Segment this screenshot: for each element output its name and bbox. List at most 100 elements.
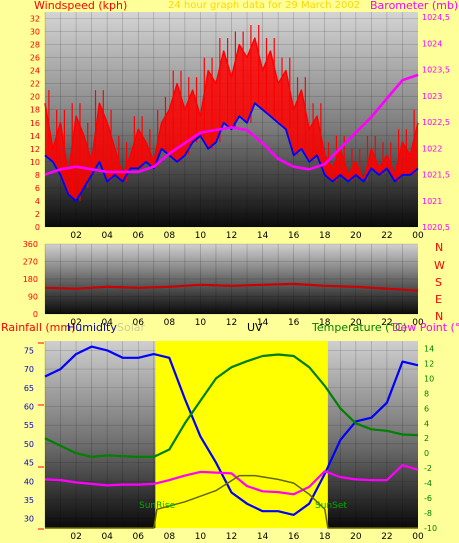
temp-y-tick: 4: [424, 419, 429, 428]
wind-y-tick: 12: [30, 145, 40, 154]
temp-y-tick: -4: [424, 479, 432, 488]
x-tick-label-wind: 16: [288, 231, 300, 241]
humidity-y-tick: 75: [24, 346, 34, 355]
x-tick-label-temp: 22: [381, 532, 392, 542]
humidity-y-tick: 35: [24, 496, 34, 505]
baro-y-tick: 1021: [422, 197, 442, 206]
wind-y-tick: 18: [30, 106, 40, 115]
temp-y-tick: -6: [424, 494, 432, 503]
x-tick-label-temp: 08: [164, 532, 176, 542]
compass-s: S: [435, 276, 442, 289]
x-tick-label-temp: 00: [412, 532, 424, 542]
wind-y-tick: 32: [30, 15, 40, 24]
wind-y-tick: 26: [30, 54, 40, 63]
solar-label: Solar: [117, 321, 146, 334]
humidity-y-tick: 50: [24, 440, 34, 449]
sunset-label: SunSet: [315, 501, 347, 511]
windspeed-label: Windspeed (kph): [34, 0, 127, 12]
x-tick-label-wind: 10: [195, 231, 207, 241]
dewpoint-line: [44, 464, 419, 496]
x-tick-label-wind: 06: [133, 231, 145, 241]
humidity-line: [44, 345, 419, 517]
temp-y-tick: 14: [424, 344, 434, 353]
humidity-label: Humidity: [67, 321, 117, 334]
x-tick-label-dir: 14: [257, 318, 269, 328]
x-tick-label-dir: 06: [133, 318, 145, 328]
daylight-band: [155, 341, 328, 528]
temp-y-tick: 10: [424, 374, 434, 383]
temp-y-tick: 8: [424, 389, 429, 398]
wind-y-tick: 4: [35, 197, 40, 206]
x-tick-label-temp: 18: [319, 532, 331, 542]
baro-y-tick: 1022,5: [422, 118, 450, 127]
x-tick-label-temp: 04: [101, 532, 113, 542]
wind-y-tick: 8: [35, 171, 40, 180]
wind-y-tick: 28: [30, 41, 40, 50]
wind-y-tick: 30: [30, 28, 40, 37]
x-tick-label-wind: 00: [412, 231, 424, 241]
x-tick-label-dir: 10: [195, 318, 207, 328]
wind-y-tick: 0: [35, 223, 40, 232]
dir-y-tick: 0: [33, 310, 38, 319]
direction-panel-bg: [45, 244, 418, 314]
x-tick-label-temp: 14: [257, 532, 269, 542]
dir-y-tick: 180: [23, 275, 38, 284]
x-tick-label-dir: 18: [319, 318, 331, 328]
baro-y-tick: 1021,5: [422, 171, 450, 180]
rainfall-label: Rainfall (mm): [1, 321, 75, 334]
baro-y-tick: 1022: [422, 144, 442, 153]
compass-e: E: [435, 293, 442, 306]
humidity-y-tick: 30: [24, 515, 34, 524]
wind-y-tick: 24: [30, 67, 40, 76]
barometer-label: Barometer (mb): [370, 0, 458, 12]
humidity-y-tick: 55: [24, 421, 34, 430]
gust-area: [45, 38, 418, 201]
baro-y-tick: 1023,5: [422, 66, 450, 75]
temperature-line: [44, 353, 419, 458]
avg-wind-line: [44, 102, 419, 202]
x-tick-label-dir: 02: [70, 318, 81, 328]
humidity-y-tick: 65: [24, 384, 34, 393]
temp-y-tick: 6: [424, 404, 429, 413]
compass-n-top: N: [435, 241, 443, 254]
temp-y-tick: 12: [424, 359, 434, 368]
x-tick-label-wind: 22: [381, 231, 392, 241]
x-tick-label-temp: 10: [195, 532, 207, 542]
dewpoint-label: Dew Point (°C): [392, 321, 459, 334]
wind-y-tick: 16: [30, 119, 40, 128]
wind-y-tick: 22: [30, 80, 40, 89]
graph-title: 24 hour graph data for 29 March 2002: [168, 0, 360, 11]
sunrise-label: SunRise: [139, 501, 176, 511]
x-tick-label-temp: 12: [226, 532, 237, 542]
direction-line: [44, 282, 419, 292]
x-tick-label-temp: 02: [70, 532, 81, 542]
x-tick-label-wind: 08: [164, 231, 176, 241]
baro-y-tick: 1024,5: [422, 13, 450, 22]
x-tick-label-dir: 00: [412, 318, 424, 328]
dir-y-tick: 360: [23, 240, 38, 249]
x-tick-label-temp: 06: [133, 532, 145, 542]
uv-label: UV: [247, 321, 263, 334]
temp-y-tick: 2: [424, 434, 429, 443]
x-tick-label-wind: 02: [70, 231, 81, 241]
x-tick-label-wind: 20: [350, 231, 362, 241]
x-tick-label-dir: 16: [288, 318, 300, 328]
compass-w: W: [434, 259, 445, 272]
humidity-y-tick: 70: [24, 365, 34, 374]
humidity-y-tick: 45: [24, 459, 34, 468]
wind-y-tick: 10: [30, 158, 40, 167]
baro-y-tick: 1023: [422, 92, 442, 101]
x-tick-label-wind: 12: [226, 231, 237, 241]
x-tick-label-temp: 20: [350, 532, 362, 542]
dir-y-tick: 270: [23, 258, 38, 267]
barometer-line: [44, 73, 419, 176]
wind-y-tick: 20: [30, 93, 40, 102]
solar-line: [45, 474, 418, 529]
x-tick-label-temp: 16: [288, 532, 300, 542]
dir-y-tick: 90: [28, 293, 38, 302]
humidity-y-tick: 60: [24, 402, 34, 411]
x-tick-label-dir: 12: [226, 318, 237, 328]
x-tick-label-wind: 04: [101, 231, 113, 241]
temp-y-tick: -2: [424, 464, 432, 473]
